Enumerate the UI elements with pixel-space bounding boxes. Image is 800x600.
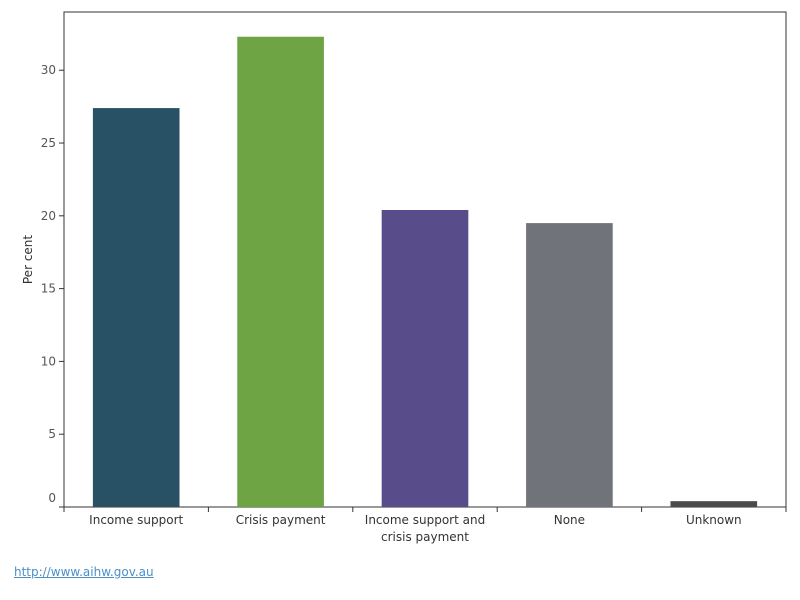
bar <box>237 36 324 507</box>
x-category-label: None <box>554 513 585 527</box>
x-category-label: Income support and crisis payment <box>365 513 485 544</box>
y-axis: 0 5 10 15 20 25 30 <box>41 63 64 508</box>
y-tick-label: 5 <box>48 427 56 441</box>
bar <box>381 210 469 507</box>
bars <box>92 36 758 508</box>
x-category-label: Income support <box>89 513 183 527</box>
bar-chart: 0 5 10 15 20 25 30 Income support Crisis paymen… <box>21 11 787 544</box>
y-tick-label: 25 <box>41 136 56 150</box>
source-link[interactable]: http://www.aihw.gov.au <box>14 565 154 579</box>
y-tick-label: 20 <box>41 209 56 223</box>
x-axis: Income support Crisis payment Income suppo… <box>63 507 787 544</box>
x-category-label: Unknown <box>686 513 742 527</box>
y-tick-label: 10 <box>41 354 56 368</box>
bar <box>670 501 758 507</box>
x-category-label: Crisis payment <box>236 513 326 527</box>
y-axis-title: Per cent <box>21 235 35 285</box>
y-tick-label: 0 <box>48 491 56 505</box>
y-tick-label: 15 <box>41 282 56 296</box>
y-tick-label: 30 <box>41 63 56 77</box>
bar <box>526 223 613 507</box>
bar <box>92 108 180 508</box>
